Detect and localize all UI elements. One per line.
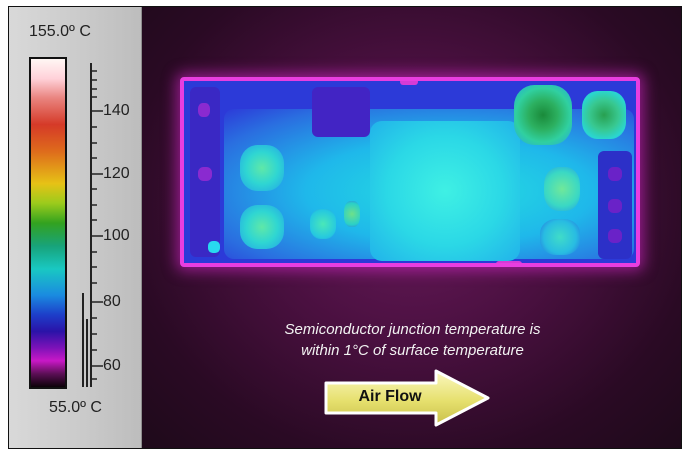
left-edge-spot-3 [208,241,220,253]
right-edge-spot-1 [608,167,622,181]
component-right-low [540,219,580,255]
scale-max-label: 155.0º C [29,23,91,40]
component-small-1 [310,209,336,239]
air-flow-arrow-icon [324,369,490,427]
component-hot-1 [514,85,572,145]
board-notch-bottom [496,261,522,263]
component-hot-2 [582,91,626,139]
component-left-top [240,145,284,191]
thermal-image: Semiconductor junction temperature is wi… [142,7,681,448]
center-hotspot [370,121,520,261]
component-small-2 [344,201,360,227]
color-bar [29,57,67,389]
left-edge-spot-2 [198,167,212,181]
circuit-board-heatmap [180,77,640,267]
caption-line-1: Semiconductor junction temperature is [284,321,541,338]
right-edge-spot-3 [608,229,622,243]
left-edge-spot-1 [198,103,210,117]
scale-min-label: 55.0º C [49,399,102,416]
tick-label-100: 100 [103,227,130,244]
tick-label-140: 140 [103,102,130,119]
caption-line-2: within 1°C of surface temperature [301,342,524,359]
caption: Semiconductor junction temperature is wi… [142,319,681,361]
component-right-mid [544,167,580,211]
right-edge-spot-2 [608,199,622,213]
board-notch-top [400,81,418,85]
temperature-scale-panel: 155.0º C [9,7,142,448]
tick-label-60: 60 [103,357,121,374]
scale-axis-ticks [82,63,103,387]
thermal-figure: 155.0º C [8,6,682,449]
tick-label-80: 80 [103,293,121,310]
component-left-bottom [240,205,284,249]
tick-label-120: 120 [103,165,130,182]
air-flow-label: Air Flow [358,388,422,405]
top-component-region [312,87,370,137]
scale-axis: 140 120 100 80 60 [79,57,139,389]
